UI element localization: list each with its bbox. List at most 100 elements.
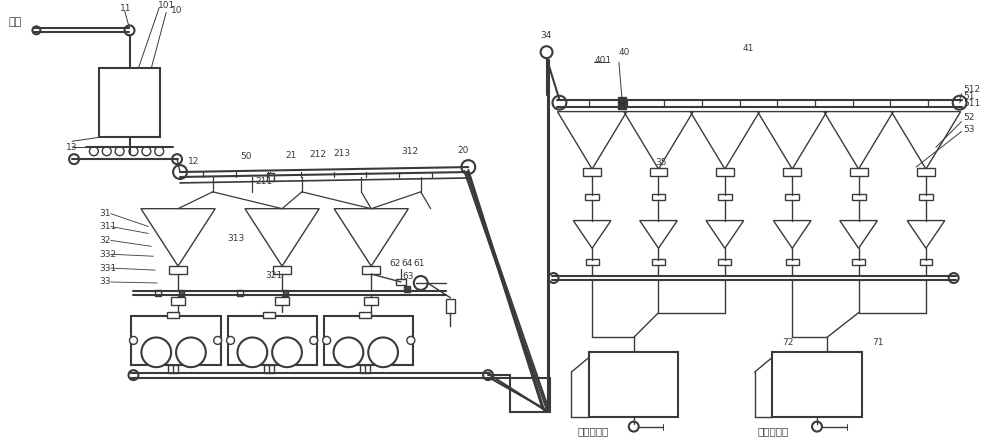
Text: 512: 512	[964, 85, 981, 94]
Text: 去磁选作业: 去磁选作业	[758, 427, 789, 437]
Circle shape	[368, 337, 398, 367]
Text: 313: 313	[228, 234, 245, 243]
Text: 51: 51	[964, 92, 975, 101]
Bar	[167, 312, 179, 318]
Bar	[179, 290, 184, 296]
Text: 61: 61	[414, 259, 425, 267]
Bar	[586, 259, 599, 265]
Bar	[783, 168, 801, 176]
Circle shape	[407, 336, 415, 344]
Bar	[718, 194, 732, 200]
Bar	[228, 316, 317, 365]
Bar	[583, 168, 601, 176]
Text: 331: 331	[99, 264, 116, 273]
Text: 11: 11	[120, 4, 131, 13]
Bar	[237, 290, 243, 296]
Bar	[264, 365, 274, 373]
Bar	[446, 299, 455, 313]
Text: 72: 72	[782, 338, 794, 347]
Circle shape	[32, 26, 40, 35]
Text: 101: 101	[158, 1, 175, 10]
Bar	[362, 266, 380, 274]
Bar	[785, 194, 799, 200]
Bar	[99, 68, 160, 137]
Bar	[652, 194, 665, 200]
Text: 64: 64	[401, 259, 412, 267]
Text: 40: 40	[619, 48, 630, 57]
Text: 33: 33	[99, 277, 110, 287]
Bar	[171, 297, 185, 305]
Text: 13: 13	[66, 143, 78, 152]
Text: 401: 401	[594, 55, 611, 65]
Circle shape	[227, 336, 235, 344]
Bar	[652, 259, 665, 265]
Bar	[852, 259, 865, 265]
Circle shape	[237, 337, 267, 367]
Circle shape	[130, 336, 137, 344]
Bar	[650, 168, 667, 176]
Bar	[618, 97, 626, 109]
Text: 213: 213	[334, 149, 351, 158]
Text: 511: 511	[964, 99, 981, 108]
Bar	[786, 259, 799, 265]
Text: 311: 311	[99, 222, 116, 231]
Text: 63: 63	[402, 271, 413, 281]
Circle shape	[541, 46, 553, 58]
Text: 53: 53	[964, 125, 975, 134]
Bar	[360, 365, 370, 373]
Bar	[920, 259, 932, 265]
Bar	[404, 286, 410, 292]
Bar	[772, 352, 862, 417]
Bar	[155, 290, 161, 296]
Circle shape	[323, 336, 331, 344]
Bar	[364, 297, 378, 305]
Circle shape	[173, 165, 187, 179]
Bar	[396, 279, 406, 285]
Text: 50: 50	[240, 152, 252, 161]
Text: 211: 211	[255, 177, 272, 187]
Bar	[589, 352, 678, 417]
Bar	[359, 312, 371, 318]
Bar	[273, 266, 291, 274]
Text: 332: 332	[99, 250, 116, 259]
Bar	[919, 194, 933, 200]
Circle shape	[553, 96, 566, 110]
Circle shape	[461, 160, 475, 174]
Circle shape	[549, 273, 558, 283]
Bar	[168, 365, 178, 373]
Text: 71: 71	[872, 338, 884, 347]
Text: 34: 34	[541, 31, 552, 40]
Bar	[324, 316, 413, 365]
Text: 10: 10	[171, 6, 183, 15]
Text: 62: 62	[389, 259, 400, 267]
Text: 21: 21	[285, 151, 296, 160]
Bar	[850, 168, 868, 176]
Circle shape	[414, 276, 428, 290]
Circle shape	[310, 336, 318, 344]
Bar	[275, 297, 289, 305]
Circle shape	[172, 154, 182, 164]
Circle shape	[155, 147, 164, 156]
Bar	[852, 194, 866, 200]
Circle shape	[334, 337, 363, 367]
Circle shape	[214, 336, 222, 344]
Bar	[585, 194, 599, 200]
Circle shape	[953, 96, 967, 110]
Bar	[718, 259, 731, 265]
Bar	[263, 312, 275, 318]
Bar	[169, 266, 187, 274]
Bar	[716, 168, 734, 176]
Text: 原矿: 原矿	[9, 17, 22, 28]
Circle shape	[141, 337, 171, 367]
Bar	[283, 290, 288, 296]
Text: 31: 31	[99, 209, 110, 218]
Text: 32: 32	[99, 236, 110, 245]
Text: 52: 52	[964, 113, 975, 122]
Circle shape	[949, 273, 959, 283]
Circle shape	[129, 370, 138, 380]
Text: 321: 321	[265, 271, 282, 280]
Bar	[917, 168, 935, 176]
Text: 20: 20	[457, 146, 469, 155]
Bar	[267, 173, 274, 181]
Text: 12: 12	[188, 156, 199, 166]
